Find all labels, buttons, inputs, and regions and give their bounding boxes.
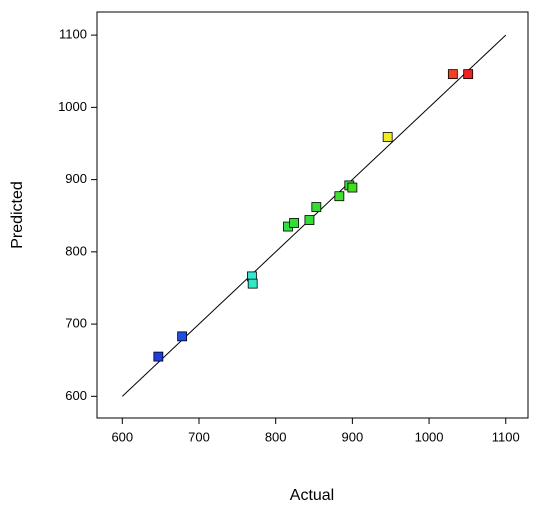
point [334,191,345,202]
y-tick-label: 1100 [59,27,87,42]
x-tick-label: 1000 [415,429,444,444]
x-tick-label: 1100 [492,429,520,444]
x-tick-label: 600 [111,429,133,444]
x-tick-label: 800 [265,429,287,444]
y-axis-label: Predicted [9,181,26,249]
x-axis-label: Actual [290,487,334,504]
point [311,202,322,212]
y-tick-label: 800 [65,243,87,258]
point [247,278,258,289]
point [304,215,315,225]
y-tick-label: 600 [65,388,87,403]
point [463,69,474,80]
y-tick-label: 1000 [58,99,87,114]
plot-frame [96,11,529,419]
point [289,218,299,228]
point [177,331,188,342]
x-tick-label: 900 [342,429,364,444]
point [153,351,164,362]
point [447,69,458,80]
y-tick-label: 700 [65,316,87,331]
point [347,182,358,193]
x-tick-label: 700 [188,429,210,444]
y-tick-label: 900 [65,171,87,186]
point [382,132,393,142]
